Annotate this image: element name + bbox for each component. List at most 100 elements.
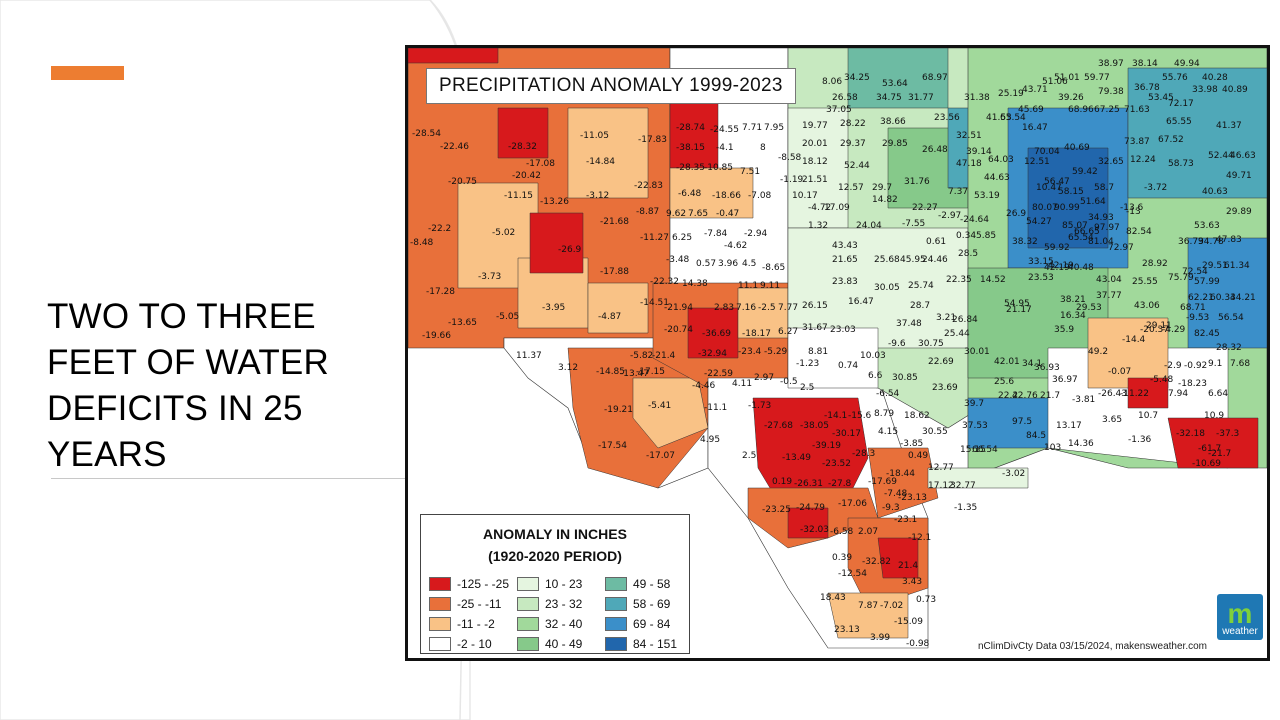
county-value-label: 67.25 — [1094, 105, 1120, 115]
legend-swatch — [605, 616, 627, 631]
county-value-label: -22.32 — [650, 277, 679, 287]
county-value-label: 38.21 — [1060, 295, 1086, 305]
county-value-label: 13.17 — [1056, 421, 1082, 431]
county-value-label: 68.97 — [922, 73, 948, 83]
region-panhandle-orange — [669, 167, 754, 219]
region-arkansas-deep — [1027, 147, 1109, 249]
county-value-label: 37.48 — [896, 319, 922, 329]
county-value-label: 55.76 — [1162, 73, 1188, 83]
region-coastal-red — [877, 537, 919, 579]
county-value-label: 14.38 — [682, 279, 708, 289]
county-value-label: 12.57 — [838, 183, 864, 193]
county-value-label: 47.18 — [956, 159, 982, 169]
county-value-label: 42.19 — [1048, 261, 1074, 271]
county-value-label: 31.67 — [802, 323, 828, 333]
county-value-label: -10.85 — [704, 163, 733, 173]
county-value-label: 28.22 — [840, 119, 866, 129]
county-value-label: 38.32 — [1012, 237, 1038, 247]
county-value-label: 84.5 — [1026, 431, 1046, 441]
data-source-note: nClimDivCty Data 03/15/2024, makensweath… — [978, 641, 1207, 652]
county-value-label: 71.63 — [1124, 105, 1150, 115]
county-value-label: 39.7 — [964, 399, 984, 409]
county-value-label: 25.68 — [874, 255, 900, 265]
county-value-label: 61.34 — [1224, 261, 1250, 271]
county-value-label: -11.05 — [580, 131, 609, 141]
legend-label: 10 - 23 — [545, 576, 583, 591]
county-value-label: 19.77 — [802, 121, 828, 131]
county-value-label: -32.94 — [698, 349, 727, 359]
county-value-label: 0.34 — [956, 231, 976, 241]
county-value-label: 23.13 — [834, 625, 860, 635]
county-value-label: 82.54 — [1126, 227, 1152, 237]
county-value-label: -28.32 — [508, 142, 537, 152]
county-value-label: -37.3 — [1216, 429, 1239, 439]
county-value-label: 12.51 — [1024, 157, 1050, 167]
county-value-label: 79.38 — [1098, 87, 1124, 97]
county-value-label: -19.21 — [604, 405, 633, 415]
county-value-label: 36.97 — [1052, 375, 1078, 385]
county-value-label: -17.69 — [868, 477, 897, 487]
county-value-label: 4.11 — [732, 379, 752, 389]
county-value-label: 49.2 — [1088, 347, 1108, 357]
county-value-label: 0.74 — [838, 361, 858, 371]
county-value-label: 3.99 — [870, 633, 890, 643]
county-value-label: -7.08 — [748, 191, 772, 201]
county-value-label: -17.07 — [646, 451, 675, 461]
county-value-label: 6.27 — [778, 327, 798, 337]
county-value-label: -23.4 — [738, 347, 762, 357]
county-value-label: -13.6 — [1120, 203, 1144, 213]
county-value-label: -1.36 — [1128, 435, 1152, 445]
county-value-label: -14.1 — [824, 411, 847, 421]
legend-swatch — [605, 576, 627, 591]
county-value-label: -22.59 — [704, 369, 733, 379]
county-value-label: -4.46 — [692, 381, 716, 391]
county-value-label: 90.99 — [1054, 203, 1080, 213]
county-value-label: 59.77 — [1084, 73, 1110, 83]
county-value-label: 4.15 — [878, 427, 898, 437]
county-value-label: -18.44 — [886, 469, 915, 479]
county-value-label: -3.72 — [1144, 183, 1167, 193]
county-value-label: 25.6 — [994, 377, 1014, 387]
county-value-label: 33.15 — [1028, 257, 1054, 267]
county-value-label: -22.46 — [440, 142, 469, 152]
county-value-label: 0.19 — [772, 477, 792, 487]
legend-label: 49 - 58 — [633, 576, 671, 591]
county-value-label: 29.53 — [1076, 303, 1102, 313]
county-value-label: 18.62 — [904, 411, 930, 421]
legend-label: 23 - 32 — [545, 596, 583, 611]
county-value-label: 53.45 — [1148, 93, 1174, 103]
county-value-label: 7.37 — [948, 187, 968, 197]
county-value-label: 67.52 — [1158, 135, 1184, 145]
legend-item: 84 - 151 — [605, 635, 687, 652]
legend-item: -2 - 10 — [429, 635, 517, 652]
legend-swatch — [517, 596, 539, 611]
county-value-label: -12.54 — [838, 569, 867, 579]
county-value-label: -26.9 — [558, 245, 582, 255]
accent-bar — [51, 66, 124, 80]
county-value-label: -1.73 — [748, 401, 771, 411]
county-value-label: 38.97 — [1098, 59, 1124, 69]
county-value-label: -9.53 — [1186, 313, 1209, 323]
county-value-label: 28.7 — [910, 301, 930, 311]
county-value-label: 58.7 — [1094, 183, 1114, 193]
county-value-label: -27.68 — [764, 421, 793, 431]
county-value-label: 31.77 — [908, 93, 934, 103]
county-value-label: 22.69 — [928, 357, 954, 367]
county-value-label: -4.29 — [1162, 325, 1186, 335]
county-value-label: 18.12 — [802, 157, 828, 167]
county-value-label: 0.49 — [908, 451, 928, 461]
county-value-label: -12.1 — [908, 533, 931, 543]
county-value-label: 26.15 — [802, 301, 828, 311]
county-value-label: -17.15 — [636, 367, 665, 377]
county-value-label: 45.95 — [900, 255, 926, 265]
county-value-label: 103 — [1044, 443, 1061, 453]
map-legend: ANOMALY IN INCHES (1920-2020 PERIOD) -12… — [420, 514, 690, 654]
county-value-label: 7.16 — [736, 303, 756, 313]
county-value-label: -5.29 — [764, 347, 788, 357]
county-value-label: -2.94 — [744, 229, 768, 239]
county-value-label: 11.37 — [516, 351, 542, 361]
county-value-label: 58.15 — [1058, 187, 1084, 197]
county-value-label: 45.69 — [1018, 105, 1044, 115]
county-value-label: 36.79 — [1178, 237, 1204, 247]
county-value-label: 8.79 — [874, 409, 894, 419]
